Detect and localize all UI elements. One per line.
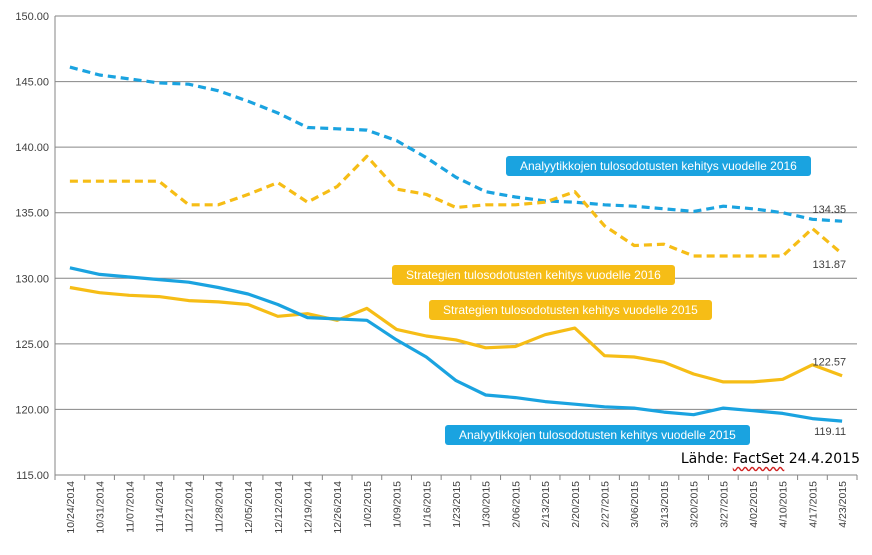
x-tick-label: 11/14/2014 <box>154 481 166 533</box>
y-tick-label: 130.00 <box>15 273 49 285</box>
y-tick-label: 120.00 <box>15 404 49 416</box>
x-tick-label: 3/06/2015 <box>629 481 641 528</box>
series-line-1 <box>69 65 843 223</box>
x-tick-label: 2/13/2015 <box>540 481 552 528</box>
legend-strategists-2015: Strategien tulosodotusten kehitys vuodel… <box>429 300 712 320</box>
x-tick-label: 12/26/2014 <box>332 481 344 534</box>
x-tick-label: 4/02/2015 <box>748 481 760 528</box>
series-line-3 <box>69 285 843 384</box>
x-tick-label: 3/13/2015 <box>659 481 671 528</box>
x-tick-label: 1/23/2015 <box>451 481 463 528</box>
x-tick-label: 10/24/2014 <box>65 481 77 534</box>
x-tick-label: 1/09/2015 <box>392 481 404 528</box>
x-tick-label: 11/07/2014 <box>124 481 136 533</box>
y-tick-label: 150.00 <box>15 11 49 23</box>
legend-strategists-2016: Strategien tulosodotusten kehitys vuodel… <box>392 265 675 285</box>
x-tick-label: 2/06/2015 <box>510 481 522 528</box>
x-tick-label: 12/05/2014 <box>243 481 255 534</box>
source-brand: FactSet <box>732 451 785 467</box>
y-tick-label: 115.00 <box>16 470 49 482</box>
data-label-4: 119.11 <box>814 426 846 438</box>
x-tick-label: 4/10/2015 <box>778 481 790 528</box>
x-tick-label: 12/12/2014 <box>273 481 285 534</box>
x-tick-label: 1/16/2015 <box>421 481 433 528</box>
series-lines <box>69 65 844 423</box>
x-tick-label: 1/30/2015 <box>481 481 493 528</box>
data-label-1: 134.35 <box>812 204 846 216</box>
series-line-4 <box>69 266 843 423</box>
y-axis-ticks: 115.00 120.00 125.00 130.00 135.00 140.00 145.… <box>15 11 49 482</box>
x-tick-label: 10/31/2014 <box>95 481 107 534</box>
x-tick-label: 2/27/2015 <box>600 481 612 528</box>
y-tick-label: 135.00 <box>15 208 49 220</box>
x-axis-ticks: 10/24/2014 10/31/2014 11/07/2014 11/14/2014… <box>65 481 849 534</box>
series-line-2 <box>69 154 844 258</box>
legend-analysts-2016: Analyytikkojen tulosodotusten kehitys vu… <box>506 156 811 176</box>
data-label-3: 122.57 <box>812 357 846 369</box>
x-tick-label: 4/23/2015 <box>837 481 849 528</box>
legend-analysts-2015: Analyytikkojen tulosodotusten kehitys vu… <box>445 425 750 445</box>
data-labels: 134.35 131.87 122.57 119.11 <box>812 204 846 438</box>
source-date: 24.4.2015 <box>784 451 860 467</box>
gridlines <box>54 15 858 480</box>
y-tick-label: 125.00 <box>15 339 49 351</box>
source-prefix: Lähde: <box>680 451 733 467</box>
data-label-2: 131.87 <box>812 259 846 271</box>
x-tick-label: 1/02/2015 <box>362 481 374 528</box>
x-tick-label: 3/27/2015 <box>718 481 730 528</box>
source-note: Lähde: FactSet 24.4.2015 <box>681 451 860 467</box>
x-tick-label: 11/21/2014 <box>184 481 196 533</box>
x-tick-label: 12/19/2014 <box>302 481 314 534</box>
x-tick-label: 11/28/2014 <box>213 481 225 533</box>
y-tick-label: 140.00 <box>15 142 49 154</box>
x-tick-label: 3/20/2015 <box>689 481 701 528</box>
x-tick-label: 4/17/2015 <box>807 481 819 528</box>
y-tick-label: 145.00 <box>15 77 49 89</box>
x-tick-label: 2/20/2015 <box>570 481 582 528</box>
